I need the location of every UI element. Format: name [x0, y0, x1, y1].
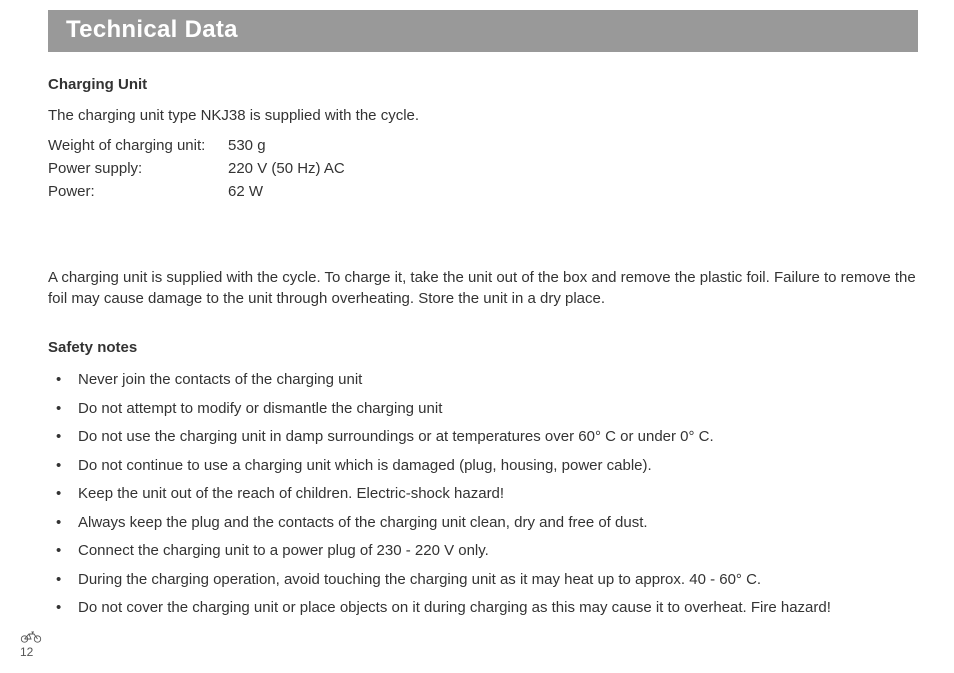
safety-list: Never join the contacts of the charging …	[48, 370, 918, 618]
safety-item: Always keep the plug and the contacts of…	[56, 513, 918, 533]
safety-item: Keep the unit out of the reach of childr…	[56, 484, 918, 504]
safety-item: During the charging operation, avoid tou…	[56, 570, 918, 590]
spec-value: 62 W	[228, 180, 345, 203]
safety-item: Do not cover the charging unit or place …	[56, 598, 918, 618]
charging-unit-note: A charging unit is supplied with the cyc…	[48, 267, 918, 309]
spec-table: Weight of charging unit: 530 g Power sup…	[48, 134, 345, 203]
spec-value: 530 g	[228, 134, 345, 157]
spec-label: Power supply:	[48, 157, 228, 180]
charging-unit-intro: The charging unit type NKJ38 is supplied…	[48, 107, 918, 124]
safety-item: Never join the contacts of the charging …	[56, 370, 918, 390]
safety-item: Do not attempt to modify or dismantle th…	[56, 399, 918, 419]
spec-row: Power supply: 220 V (50 Hz) AC	[48, 157, 345, 180]
spec-label: Weight of charging unit:	[48, 134, 228, 157]
spec-label: Power:	[48, 180, 228, 203]
safety-item: Do not use the charging unit in damp sur…	[56, 427, 918, 447]
charging-unit-heading: Charging Unit	[48, 76, 918, 93]
section-title-bar: Technical Data	[48, 10, 918, 52]
spec-row: Weight of charging unit: 530 g	[48, 134, 345, 157]
spec-row: Power: 62 W	[48, 180, 345, 203]
bicycle-icon	[20, 631, 42, 643]
document-page: Technical Data Charging Unit The chargin…	[0, 0, 954, 673]
safety-item: Connect the charging unit to a power plu…	[56, 541, 918, 561]
spec-value: 220 V (50 Hz) AC	[228, 157, 345, 180]
section-title: Technical Data	[66, 16, 238, 43]
safety-item: Do not continue to use a charging unit w…	[56, 456, 918, 476]
page-footer: 12	[20, 631, 42, 659]
page-number: 12	[20, 645, 33, 659]
safety-heading: Safety notes	[48, 339, 918, 356]
